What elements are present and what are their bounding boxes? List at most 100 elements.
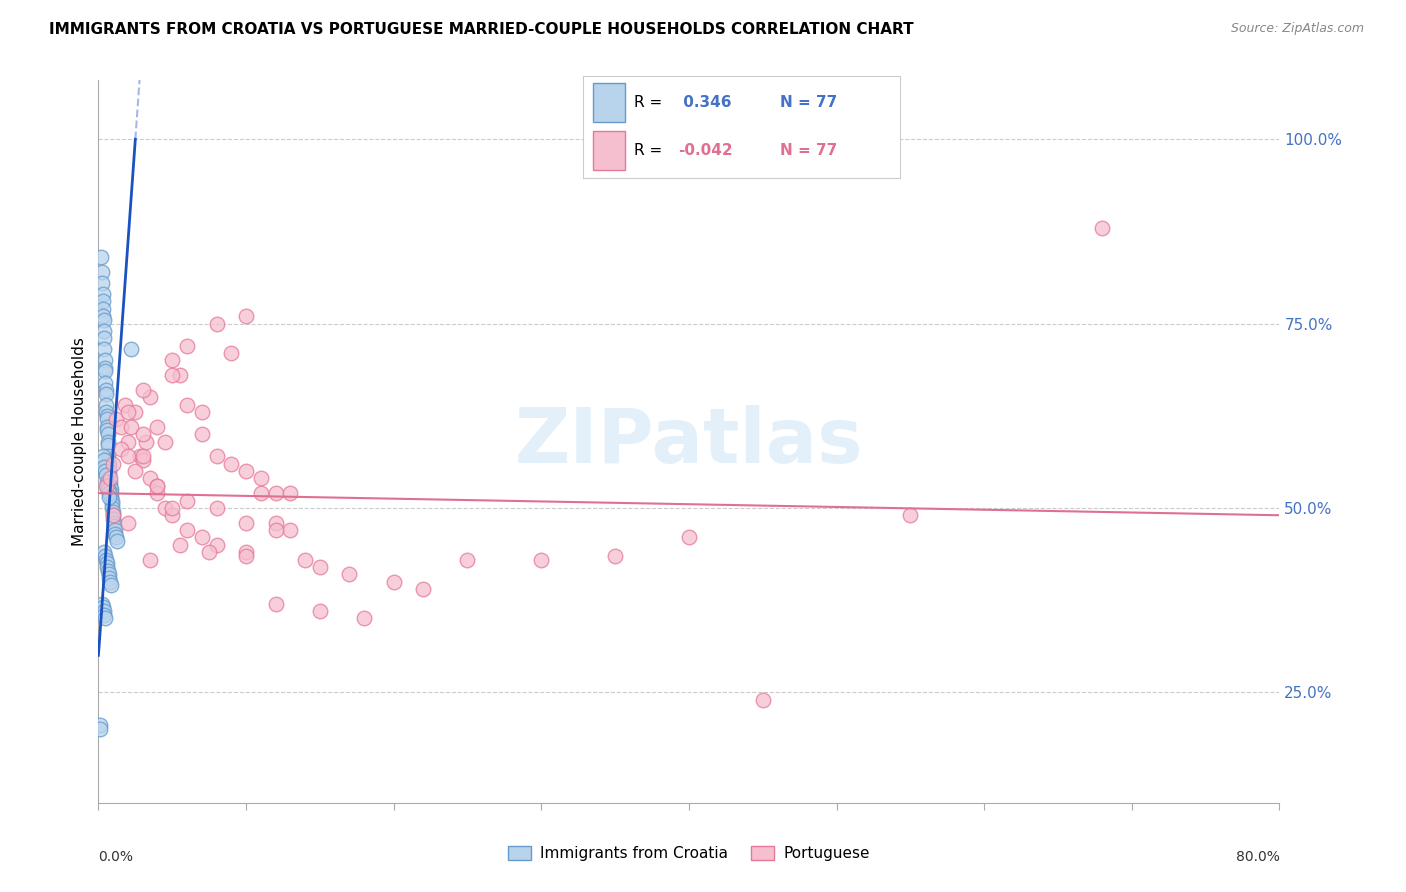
Point (94, 398, 117, 412)
Point (309, 560, 332, 574)
Point (146, 479, 169, 493)
Point (120, 419, 142, 434)
Point (235, 549, 257, 563)
Point (93, 331, 115, 345)
Point (162, 353, 183, 368)
Point (91, 600, 114, 615)
Bar (593, 83, 624, 122)
Point (103, 508, 125, 523)
Point (132, 453, 155, 467)
Point (94, 611, 117, 625)
Point (146, 479, 169, 493)
Point (97, 434, 120, 449)
Point (94, 464, 117, 478)
Point (96, 560, 118, 574)
Point (91, 301, 114, 316)
Point (97, 567, 120, 582)
Point (98, 571, 121, 585)
Point (100, 493, 122, 508)
Text: R =: R = (634, 144, 668, 158)
Point (530, 552, 553, 566)
Point (128, 450, 150, 464)
Point (91, 450, 114, 464)
Point (98, 479, 121, 493)
Point (169, 538, 191, 552)
Point (264, 597, 287, 611)
Point (105, 534, 128, 549)
Point (90, 250, 112, 264)
Point (96, 424, 118, 438)
Point (205, 450, 228, 464)
Point (98, 467, 121, 482)
Point (205, 317, 228, 331)
Point (205, 500, 228, 515)
Point (457, 552, 479, 566)
Point (97, 450, 120, 464)
Point (132, 450, 155, 464)
Point (93, 453, 115, 467)
Point (96, 419, 118, 434)
Point (93, 545, 115, 559)
Point (93, 324, 115, 338)
Point (114, 398, 136, 412)
Point (162, 500, 183, 515)
Point (100, 490, 122, 504)
Legend: Immigrants from Croatia, Portuguese: Immigrants from Croatia, Portuguese (502, 839, 876, 867)
Point (153, 500, 176, 515)
Point (93, 343, 115, 357)
Point (91, 309, 114, 323)
Point (198, 545, 221, 559)
Point (191, 530, 214, 544)
Point (93, 313, 115, 327)
Point (235, 464, 257, 478)
Point (264, 486, 287, 500)
Point (205, 538, 228, 552)
Point (176, 493, 198, 508)
Y-axis label: Married-couple Households: Married-couple Households (72, 337, 87, 546)
Point (169, 368, 191, 383)
Text: 0.0%: 0.0% (98, 850, 134, 863)
Point (146, 419, 169, 434)
Text: 80.0%: 80.0% (1236, 850, 1279, 863)
Point (117, 434, 139, 449)
Point (117, 516, 139, 530)
Point (139, 390, 162, 404)
Point (98, 464, 121, 478)
Point (162, 368, 183, 383)
Point (221, 346, 243, 360)
Point (146, 486, 169, 500)
Point (250, 471, 273, 485)
Text: -0.042: -0.042 (678, 144, 733, 158)
Point (120, 343, 142, 357)
Point (96, 409, 118, 423)
Point (132, 383, 155, 397)
Point (97, 427, 120, 442)
Point (97, 457, 120, 471)
Point (100, 578, 122, 592)
Point (176, 339, 198, 353)
Point (103, 519, 125, 533)
Point (98, 574, 121, 589)
Point (132, 427, 155, 442)
Point (94, 552, 117, 566)
Point (191, 405, 214, 419)
Point (96, 556, 118, 570)
Point (117, 450, 139, 464)
Point (93, 460, 115, 475)
Point (353, 611, 375, 625)
Point (97, 438, 120, 452)
Point (309, 604, 332, 618)
Point (103, 508, 125, 523)
Point (97, 483, 120, 497)
Point (97, 486, 120, 500)
Point (117, 405, 139, 419)
Point (124, 464, 146, 478)
Point (94, 364, 117, 378)
Point (382, 574, 405, 589)
Bar (593, 131, 624, 170)
Point (91, 276, 114, 290)
Point (94, 376, 117, 390)
Point (191, 427, 214, 442)
Point (678, 530, 700, 544)
Point (91, 597, 114, 611)
